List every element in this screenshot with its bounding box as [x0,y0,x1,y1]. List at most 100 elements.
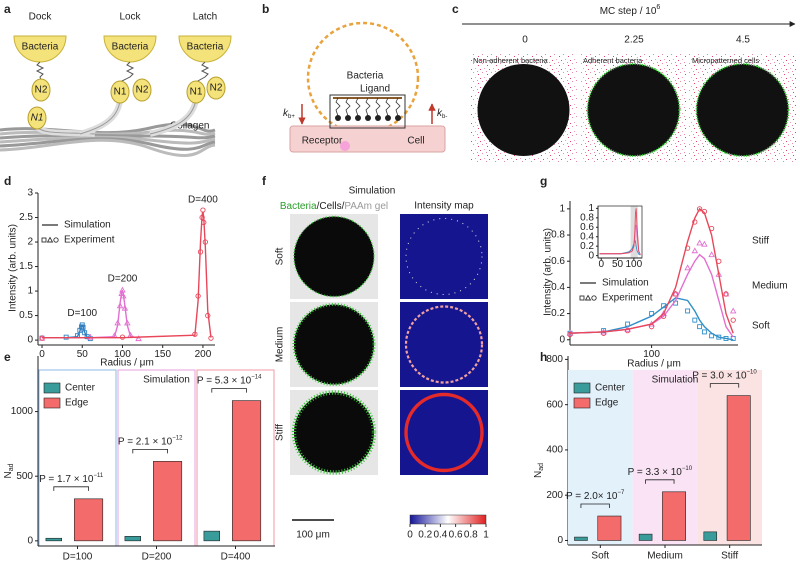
x-tick-label: D=400 [221,552,251,563]
sim-cells [292,303,376,386]
data-point [80,324,86,330]
legend-label: Edge [595,398,619,409]
y-tick-label: 0.4 [551,282,565,293]
data-point [660,310,667,317]
x-tick-label: 200 [195,349,212,360]
y-tick-label: 3 [27,188,33,199]
intensity-image [400,302,488,387]
y-tick-label: 2.5 [19,212,33,223]
panel-label: b [262,2,269,16]
data-point [708,251,715,258]
domain [27,106,47,130]
series-label: D=200 [108,274,138,285]
p-value-part: −12 [172,435,183,441]
bar [703,531,718,541]
x-axis-label: Radius / μm [627,359,681,370]
bacteria-label: Bacteria [22,42,59,53]
inset-highlight [630,206,638,258]
chart-title: Simulation [652,375,699,386]
chart-title: Simulation [143,375,190,386]
cell-pattern [586,63,681,157]
legend-swatch [573,397,591,409]
p-value: P = 3.0 × 10−10 [692,369,757,381]
p-value-part: −14 [251,374,262,380]
data-point [660,313,667,319]
data-point [200,207,206,213]
data-point [41,237,47,243]
domain [186,80,206,104]
significance-bracket [53,486,89,491]
x-axis-label: Radius / μm [100,358,154,369]
data-point [579,295,585,301]
data-point [701,240,708,247]
step-label: 2.25 [624,35,644,46]
y-axis-label-part: ad [538,463,545,471]
y-tick-label: 1.5 [19,261,33,272]
data-point [600,330,607,336]
bond [335,97,341,117]
y-tick-label: 0.6 [551,256,565,267]
data-point [120,292,127,299]
bacteria-label: Bacteria [347,71,384,82]
data-point [661,303,667,309]
legend-label: Edge [65,398,89,409]
p-value-part: P = 2.1 × 10 [118,436,173,447]
data-point [649,311,655,317]
p-value-part: −10 [747,369,758,375]
panel-label: h [540,350,547,364]
image-subtitle-part: Bacteria [280,201,317,212]
legend-swatch [573,382,591,394]
interaction-box [329,94,406,129]
data-point [197,249,204,255]
collagen-fibre [0,137,216,151]
bond [375,97,381,117]
data-point [116,302,124,309]
receptor [365,115,371,121]
data-point [716,258,722,264]
p-value-part: P = 3.0 × 10 [692,370,747,381]
data-point [723,336,729,341]
state-title: Latch [193,12,217,23]
bar [726,395,751,541]
bar [597,515,622,541]
y-tick-label: 1 [27,286,33,297]
y-tick-label: 0.5 [19,310,33,321]
x-tick-label: D=100 [63,552,93,563]
data-point [684,245,691,251]
receptor [345,115,351,121]
state-title: Lock [119,12,141,23]
y-tick-label: 2 [27,237,33,248]
p-value-part: P = 1.7 × 10 [39,473,94,484]
image-subtitle-part: PAAm gel [344,201,388,212]
bar [153,461,183,542]
series-label: Soft [752,321,770,332]
time-axis-label-part: 6 [656,4,660,11]
k-on-label: kb+ [283,108,295,120]
time-axis-label: MC step / 106 [600,4,661,17]
y-tick-label: 500 [16,471,33,482]
colorbar [409,514,487,525]
y-tick-label: 200 [546,490,563,501]
y-tick-label: 0 [27,535,33,546]
domain-label: N2 [35,85,48,96]
data-point [119,334,126,340]
legend-label: Center [65,383,96,394]
data-point [730,317,736,323]
snapshot-caption: Adherent bacteria [583,56,643,65]
bar [74,498,104,542]
y-tick-label: 600 [546,399,563,410]
k-off-label-part: b- [442,114,447,120]
panel-label: g [540,174,547,188]
data-point [192,331,198,337]
panel-title: Simulation [349,186,396,197]
significance-bracket [132,448,168,454]
y-tick-label: 0 [588,250,594,261]
p-value: P = 1.7 × 10−11 [39,472,104,484]
collagen-fibre [0,138,216,157]
sim-cells [291,390,377,475]
cell-pattern [477,64,570,156]
x-tick-label: 100 [626,259,643,270]
panel-label: d [4,174,11,188]
x-tick-label: D=200 [142,552,172,563]
data-point [591,295,597,301]
